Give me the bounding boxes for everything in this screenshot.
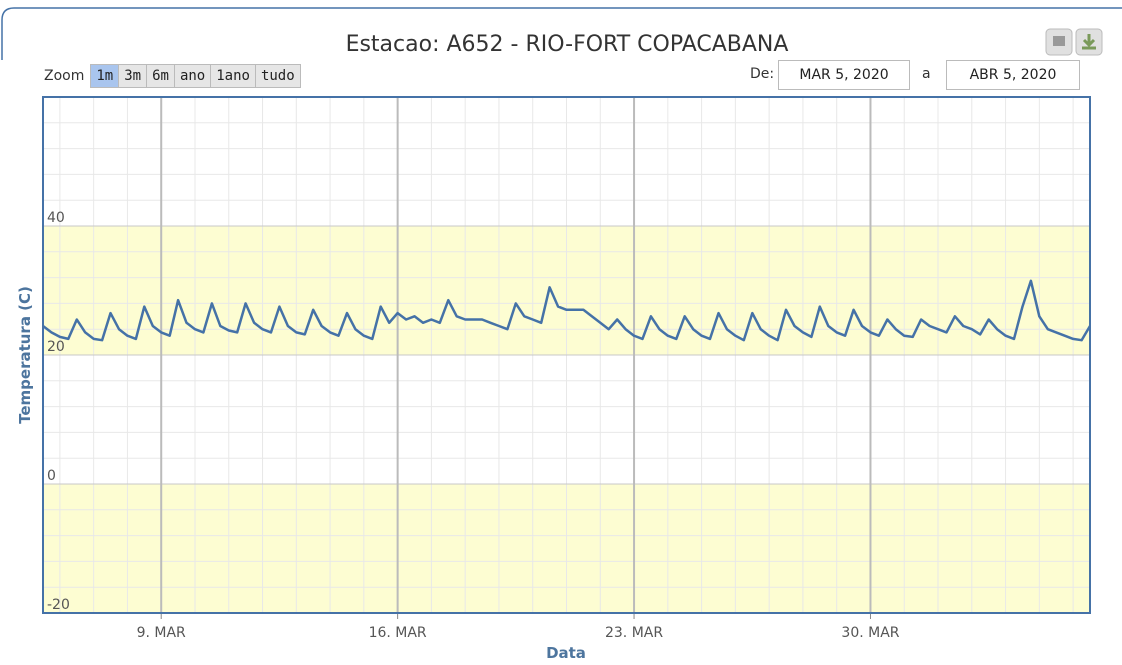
export-button[interactable] (1075, 28, 1103, 56)
range-selector: Zoom 1m 3m 6m ano 1ano tudo (44, 64, 301, 88)
to-label: a (922, 66, 931, 82)
y-tick-label: 0 (47, 468, 56, 484)
zoom-button[interactable]: 1ano (211, 64, 256, 88)
zoom-button[interactable]: ano (174, 64, 212, 88)
from-label: De: (750, 66, 775, 82)
zoom-button[interactable]: 1m (90, 64, 120, 88)
from-date-input[interactable]: MAR 5, 2020 (778, 60, 910, 90)
container-border (1, 7, 1122, 60)
x-tick-label: 16. MAR (369, 625, 427, 641)
y-tick-label: 20 (47, 339, 65, 355)
zoom-buttons: 1m 3m 6m ano 1ano tudo (90, 64, 301, 88)
x-tick-label: 9. MAR (137, 625, 186, 641)
x-tick-label: 30. MAR (841, 625, 899, 641)
chart-title: Estacao: A652 - RIO-FORT COPACABANA (346, 32, 789, 57)
plot-border (42, 96, 1091, 614)
zoom-button[interactable]: tudo (255, 64, 301, 88)
series-line (42, 279, 1092, 342)
x-axis-title: Data (546, 644, 586, 662)
zoom-label: Zoom (44, 68, 85, 84)
x-tick-label: 23. MAR (605, 625, 663, 641)
y-tick-label: 40 (47, 210, 65, 226)
zoom-button[interactable]: 3m (119, 64, 148, 88)
y-tick-label: -20 (47, 597, 70, 613)
y-axis-title: Temperatura (C) (16, 286, 34, 424)
to-date-input[interactable]: ABR 5, 2020 (946, 60, 1080, 90)
print-button[interactable] (1045, 28, 1073, 56)
zoom-button[interactable]: 6m (147, 64, 175, 88)
